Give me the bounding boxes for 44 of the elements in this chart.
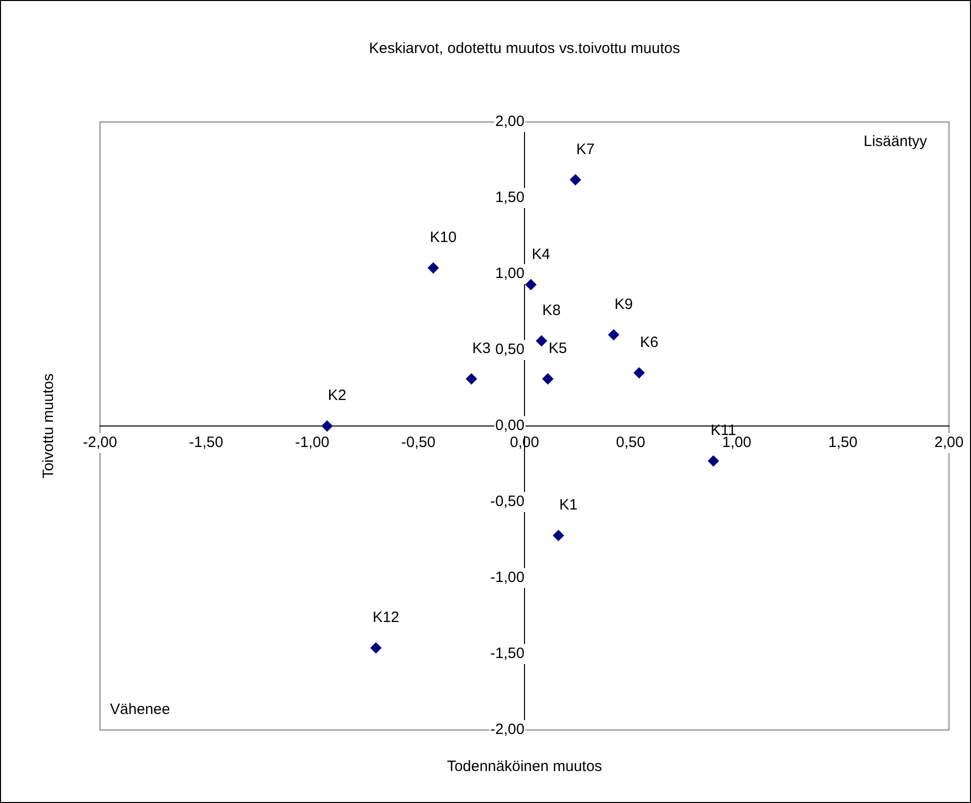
y-tick-label: -0,50: [490, 493, 524, 510]
point: [634, 367, 645, 378]
x-tick-label: -1,50: [189, 434, 224, 452]
point: [570, 174, 581, 186]
y-tick-label: -1,00: [490, 569, 524, 586]
y-tick-label: -1,50: [490, 645, 524, 662]
y-tick-label: 1,50: [495, 189, 524, 206]
point: [525, 279, 536, 290]
point: [428, 262, 439, 274]
point: [608, 329, 620, 340]
annotation: K2: [328, 387, 346, 404]
annotation: Lisääntyy: [864, 133, 928, 150]
x-tick-label: 1,50: [828, 434, 858, 452]
annotation: K12: [372, 609, 400, 626]
annotation: K6: [640, 334, 658, 351]
point: [370, 642, 382, 654]
y-tick-label: 1,00: [495, 265, 524, 282]
x-tick-label: 0,50: [616, 434, 646, 452]
point: [466, 373, 477, 384]
annotation: K9: [614, 296, 633, 313]
x-tick-label: 2,00: [934, 434, 964, 452]
point: [542, 373, 554, 384]
x-axis-title: Todennäköinen muutos: [446, 758, 602, 776]
annotation: K3: [472, 340, 491, 358]
point: [322, 420, 333, 432]
annotation: K5: [548, 340, 568, 358]
y-tick-label: 0,50: [495, 341, 524, 358]
x-tick-label: -0,50: [401, 434, 436, 452]
point: [552, 530, 564, 541]
annotation: K4: [532, 246, 550, 263]
x-tick-label: -1,00: [295, 434, 330, 452]
annotation: K7: [576, 140, 595, 158]
annotation: K1: [559, 496, 578, 514]
annotation: K8: [542, 302, 561, 320]
y-tick-label: 0,00: [495, 417, 524, 434]
chart-title: Keskiarvot, odotettu muutos vs.toivottu muutos: [369, 40, 680, 58]
point: [536, 335, 547, 346]
point: [708, 455, 719, 466]
y-axis-title: Toivottu muutos: [40, 373, 58, 479]
y-tick-label: 2,00: [495, 113, 524, 130]
y-tick-label: -2,00: [490, 721, 524, 738]
x-tick-label: -2,00: [82, 434, 118, 452]
annotation: Vähenee: [110, 701, 170, 718]
annotation: K10: [430, 229, 457, 246]
